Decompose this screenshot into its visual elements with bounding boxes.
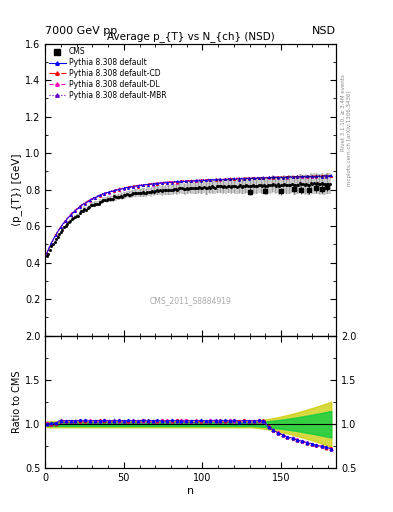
Y-axis label: Ratio to CMS: Ratio to CMS <box>12 371 22 433</box>
Text: mcplots.cern.ch [arXiv:1306.3436]: mcplots.cern.ch [arXiv:1306.3436] <box>347 91 352 186</box>
Text: 7000 GeV pp: 7000 GeV pp <box>45 26 118 36</box>
Text: NSD: NSD <box>312 26 336 36</box>
Legend: CMS, Pythia 8.308 default, Pythia 8.308 default-CD, Pythia 8.308 default-DL, Pyt: CMS, Pythia 8.308 default, Pythia 8.308 … <box>48 46 168 101</box>
Y-axis label: ⟨p_{T}⟩ [GeV]: ⟨p_{T}⟩ [GeV] <box>11 154 22 226</box>
X-axis label: n: n <box>187 486 194 496</box>
Title: Average p_{T} vs N_{ch} (NSD): Average p_{T} vs N_{ch} (NSD) <box>107 31 274 42</box>
Text: CMS_2011_S8884919: CMS_2011_S8884919 <box>150 296 231 305</box>
Text: Rivet 3.1.10, ≥ 3.4M events: Rivet 3.1.10, ≥ 3.4M events <box>341 74 346 151</box>
